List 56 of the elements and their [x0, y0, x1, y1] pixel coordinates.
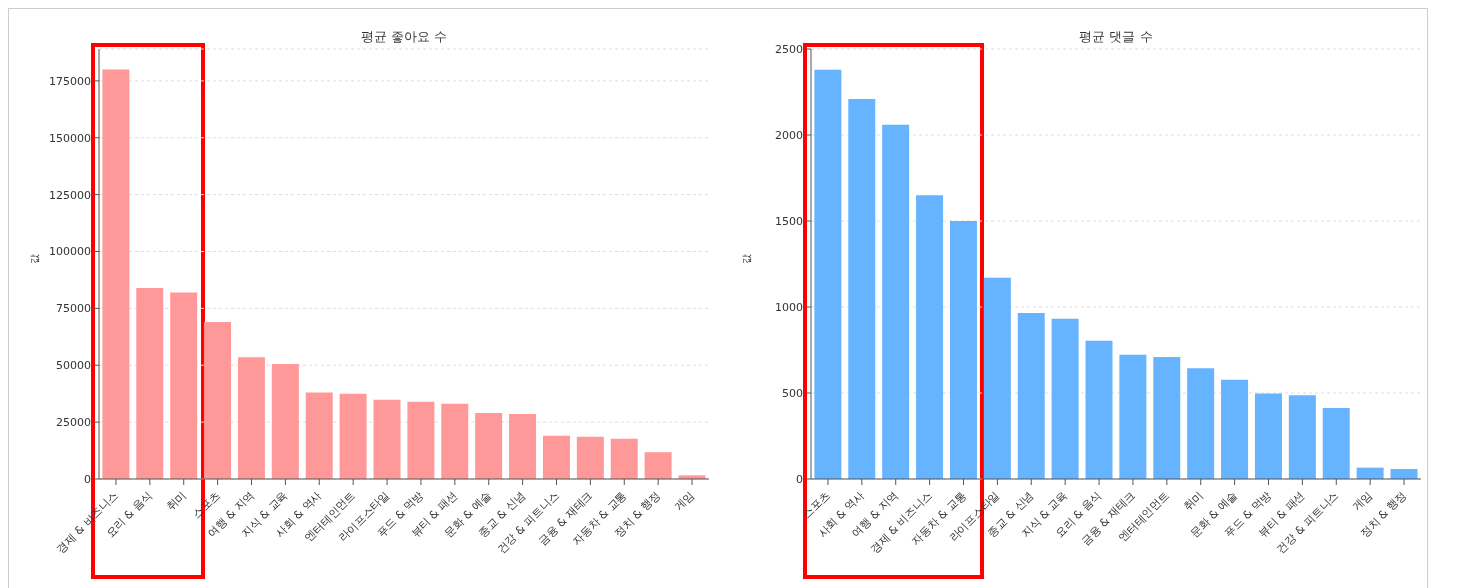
bar — [916, 195, 944, 479]
bar — [814, 69, 842, 479]
y-tick-label: 125000 — [49, 188, 91, 202]
bar — [542, 435, 570, 479]
bar — [1051, 318, 1079, 479]
bar — [1085, 340, 1113, 479]
y-tick-label: 0 — [84, 472, 91, 486]
bar — [204, 322, 232, 479]
bar — [305, 392, 333, 479]
bar — [1221, 379, 1249, 479]
bar — [983, 277, 1011, 479]
bar — [1288, 395, 1316, 479]
bar — [1187, 368, 1215, 479]
y-tick-label: 175000 — [49, 74, 91, 88]
bar — [1153, 356, 1181, 479]
bar — [441, 403, 469, 479]
bar — [1390, 469, 1418, 479]
y-tick-label: 25000 — [56, 416, 91, 430]
bar — [882, 124, 910, 479]
x-tick-label: 취미 — [163, 488, 189, 514]
y-tick-label: 1500 — [775, 214, 803, 228]
y-tick-label: 100000 — [49, 245, 91, 259]
x-tick-label: 게임 — [1350, 488, 1376, 514]
y-tick-label: 0 — [796, 472, 803, 486]
bar — [237, 357, 265, 479]
bar — [102, 69, 130, 479]
y-tick-label: 1000 — [775, 300, 803, 314]
bar — [576, 436, 604, 479]
y-tick-label: 75000 — [56, 302, 91, 316]
bar — [1254, 393, 1282, 479]
x-tick-label: 취미 — [1180, 488, 1206, 514]
bar — [271, 364, 299, 479]
y-axis-title: 값 — [28, 254, 40, 264]
y-tick-label: 500 — [782, 386, 803, 400]
x-tick-label: 게임 — [672, 488, 698, 514]
bar — [475, 413, 503, 479]
bar — [1017, 313, 1045, 479]
y-tick-label: 2500 — [775, 42, 803, 56]
y-axis-title: 값 — [740, 254, 752, 264]
bar — [1322, 407, 1350, 479]
chart-title: 평균 좋아요 수 — [360, 29, 448, 44]
bar — [170, 292, 198, 479]
bar — [1119, 354, 1147, 479]
bar — [848, 98, 876, 479]
bar — [644, 452, 672, 479]
bar — [949, 221, 977, 479]
bar — [136, 287, 164, 479]
bar — [339, 393, 367, 479]
y-tick-label: 150000 — [49, 131, 91, 145]
y-tick-label: 50000 — [56, 359, 91, 373]
bar — [407, 401, 435, 479]
bar — [509, 413, 537, 479]
bar — [610, 438, 638, 479]
bar — [373, 399, 401, 479]
y-tick-label: 2000 — [775, 128, 803, 142]
chart-title: 평균 댓글 수 — [1079, 29, 1153, 44]
